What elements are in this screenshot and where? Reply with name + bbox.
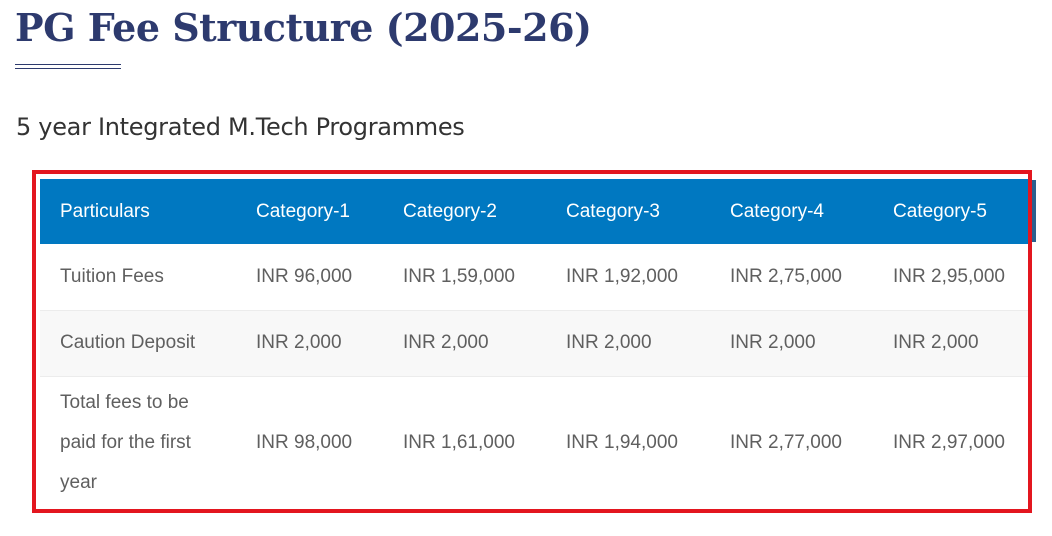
table-cell: INR 2,75,000 — [730, 265, 842, 287]
table-cell: INR 2,000 — [403, 332, 489, 353]
table-row: Caution Deposit INR 2,000 INR 2,000 INR … — [40, 310, 1028, 376]
highlight-frame — [32, 170, 1032, 513]
row-label: Tuition Fees — [60, 265, 164, 287]
table-cell: INR 2,000 — [730, 332, 816, 353]
table-top-gap — [40, 176, 1028, 179]
table-cell: INR 98,000 — [256, 431, 353, 453]
table-cell: INR 1,59,000 — [403, 265, 515, 287]
fee-table: Particulars Category-1 Category-2 Catego… — [40, 179, 1028, 509]
row-label: Caution Deposit — [60, 332, 196, 353]
table-cell: INR 1,94,000 — [566, 431, 678, 453]
section-heading: 5 year Integrated M.Tech Programmes — [16, 113, 465, 141]
table-scroll-edge — [1032, 180, 1036, 242]
header-category-5: Category-5 — [893, 200, 987, 222]
row-label: Total fees to be paid for the first year — [60, 391, 191, 493]
table-cell: INR 2,97,000 — [893, 431, 1005, 453]
header-category-1: Category-1 — [256, 200, 350, 222]
table-cell: INR 1,61,000 — [403, 431, 515, 453]
table-cell: INR 2,95,000 — [893, 265, 1005, 287]
table-row: Total fees to be paid for the first year… — [40, 376, 1028, 509]
table-header-row: Particulars Category-1 Category-2 Catego… — [40, 179, 1028, 244]
table-cell: INR 1,92,000 — [566, 265, 678, 287]
table-cell: INR 2,77,000 — [730, 431, 842, 453]
table-cell: INR 2,000 — [566, 332, 652, 353]
header-category-3: Category-3 — [566, 200, 660, 222]
header-particulars: Particulars — [60, 200, 150, 222]
title-underline-divider — [15, 64, 121, 70]
table-cell: INR 2,000 — [893, 332, 979, 353]
table-cell: INR 96,000 — [256, 265, 353, 287]
table-cell: INR 2,000 — [256, 332, 342, 353]
table-row: Tuition Fees INR 96,000 INR 1,59,000 INR… — [40, 244, 1028, 310]
page-title: PG Fee Structure (2025-26) — [15, 5, 592, 50]
header-category-4: Category-4 — [730, 200, 824, 222]
header-category-2: Category-2 — [403, 200, 497, 222]
